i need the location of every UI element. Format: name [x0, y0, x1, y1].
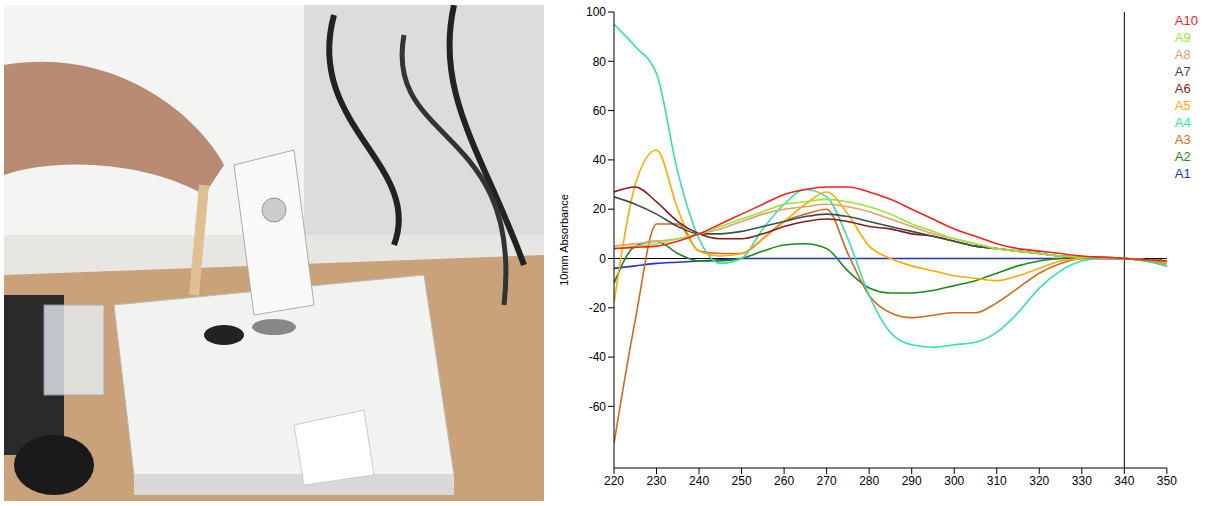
- svg-text:-20: -20: [589, 301, 607, 315]
- svg-text:100: 100: [586, 5, 606, 19]
- svg-text:290: 290: [902, 474, 922, 488]
- svg-text:240: 240: [689, 474, 709, 488]
- svg-text:250: 250: [732, 474, 752, 488]
- html-text:A5: A5: [1174, 98, 1191, 113]
- svg-text:320: 320: [1029, 474, 1049, 488]
- html-text:A2: A2: [1174, 149, 1191, 164]
- html-text:A10: A10: [1174, 13, 1198, 28]
- svg-text:0: 0: [599, 252, 606, 266]
- svg-text:260: 260: [774, 474, 794, 488]
- svg-text:340: 340: [1114, 474, 1134, 488]
- svg-text:270: 270: [817, 474, 837, 488]
- svg-text:10mm Absorbance: 10mm Absorbance: [558, 194, 570, 286]
- svg-text:-60: -60: [589, 400, 607, 414]
- svg-text:220: 220: [604, 474, 624, 488]
- svg-text:-40: -40: [589, 350, 607, 364]
- svg-text:300: 300: [944, 474, 964, 488]
- svg-text:310: 310: [987, 474, 1007, 488]
- svg-text:20: 20: [593, 202, 607, 216]
- svg-text:230: 230: [647, 474, 667, 488]
- svg-text:60: 60: [593, 104, 607, 118]
- html-text:A7: A7: [1174, 64, 1191, 79]
- html-text:A1: A1: [1174, 166, 1191, 181]
- html-text:A3: A3: [1174, 132, 1191, 147]
- html-text:A9: A9: [1174, 30, 1191, 45]
- svg-text:330: 330: [1072, 474, 1092, 488]
- html-text:A8: A8: [1174, 47, 1191, 62]
- html-text:A4: A4: [1174, 115, 1191, 130]
- html-text:A6: A6: [1174, 81, 1191, 96]
- svg-text:280: 280: [859, 474, 879, 488]
- svg-text:80: 80: [593, 55, 607, 69]
- svg-text:40: 40: [593, 153, 607, 167]
- svg-text:350: 350: [1157, 474, 1177, 488]
